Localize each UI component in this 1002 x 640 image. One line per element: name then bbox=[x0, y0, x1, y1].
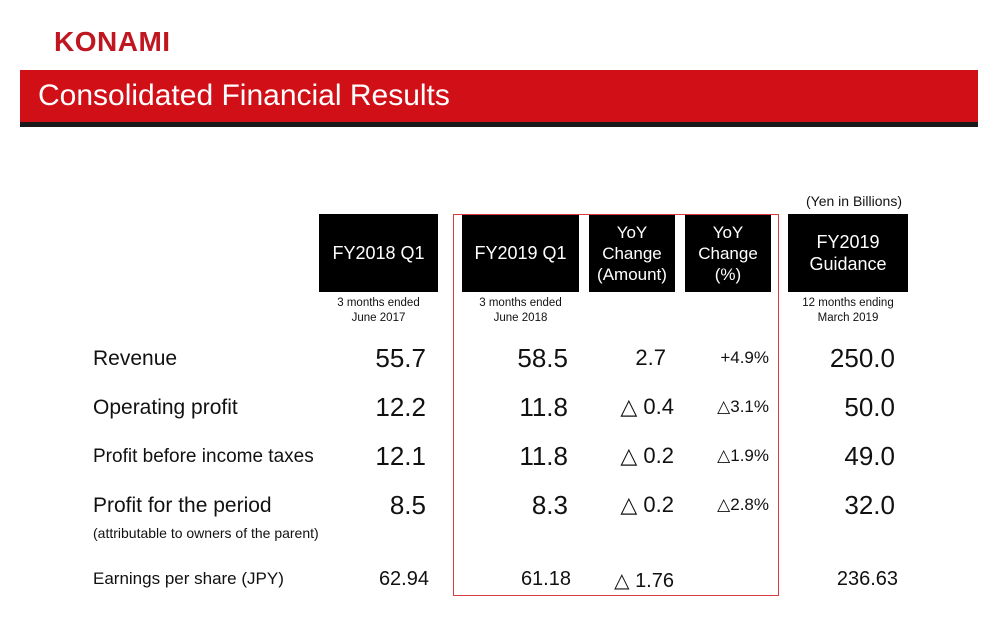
cell-profit-for-period-guidance: 32.0 bbox=[844, 490, 895, 520]
cell-revenue-fy2019: 58.5 bbox=[517, 343, 568, 373]
row-label-eps: Earnings per share (JPY) bbox=[93, 569, 284, 588]
cell-eps-fy2018: 62.94 bbox=[378, 568, 429, 590]
cell-eps-guidance: 236.63 bbox=[836, 568, 898, 590]
cell-profit-before-taxes-yoy-amount: △ 0.2 bbox=[620, 443, 674, 468]
cell-operating-profit-guidance: 50.0 bbox=[844, 392, 895, 422]
cell-profit-before-taxes-fy2018: 12.1 bbox=[375, 441, 426, 471]
column-sub-fy2019-guidance: 12 months ending March 2019 bbox=[802, 297, 894, 324]
cell-revenue-yoy-percent: +4.9% bbox=[720, 348, 769, 367]
page-title: Consolidated Financial Results bbox=[38, 79, 450, 112]
cell-profit-for-period-yoy-percent: △2.8% bbox=[717, 495, 769, 514]
cell-eps-fy2019: 61.18 bbox=[520, 568, 571, 590]
cell-profit-before-taxes-fy2019: 11.8 bbox=[519, 441, 568, 471]
cell-operating-profit-yoy-amount: △ 0.4 bbox=[620, 394, 674, 419]
cell-revenue-guidance: 250.0 bbox=[829, 343, 895, 373]
column-header-fy2019-guidance: FY2019 Guidance bbox=[788, 214, 908, 292]
cell-profit-for-period-fy2019: 8.3 bbox=[531, 490, 568, 520]
column-sub-fy2018-q1: 3 months ended June 2017 bbox=[337, 297, 420, 324]
column-sub-fy2019-q1: 3 months ended June 2018 bbox=[479, 297, 562, 324]
cell-profit-before-taxes-yoy-percent: △1.9% bbox=[717, 446, 769, 465]
row-label-revenue: Revenue bbox=[93, 347, 178, 370]
cell-revenue-fy2018: 55.7 bbox=[375, 343, 426, 373]
unit-note: (Yen in Billions) bbox=[806, 193, 902, 209]
column-header-fy2019-q1: FY2019 Q1 bbox=[462, 214, 579, 292]
cell-profit-for-period-fy2018: 8.5 bbox=[389, 490, 426, 520]
row-note-profit-for-period: (attributable to owners of the parent) bbox=[93, 525, 319, 541]
cell-profit-for-period-yoy-amount: △ 0.2 bbox=[620, 492, 674, 517]
konami-logo: KONAMI bbox=[54, 26, 171, 57]
cell-operating-profit-yoy-percent: △3.1% bbox=[717, 397, 769, 416]
row-label-profit-before-taxes: Profit before income taxes bbox=[93, 446, 314, 467]
column-header-yoy-percent: YoY Change (%) bbox=[685, 214, 771, 292]
row-label-profit-for-period: Profit for the period bbox=[93, 494, 272, 517]
cell-operating-profit-fy2018: 12.2 bbox=[375, 392, 426, 422]
column-header-fy2018-q1: FY2018 Q1 bbox=[319, 214, 438, 292]
title-banner: Consolidated Financial Results bbox=[20, 70, 978, 127]
column-header-yoy-amount: YoY Change (Amount) bbox=[589, 214, 675, 292]
cell-revenue-yoy-amount: 2.7 bbox=[635, 345, 666, 370]
row-label-operating-profit: Operating profit bbox=[93, 396, 238, 419]
cell-operating-profit-fy2019: 11.8 bbox=[519, 392, 568, 422]
cell-profit-before-taxes-guidance: 49.0 bbox=[844, 441, 895, 471]
cell-eps-yoy-amount: △ 1.76 bbox=[614, 570, 674, 592]
